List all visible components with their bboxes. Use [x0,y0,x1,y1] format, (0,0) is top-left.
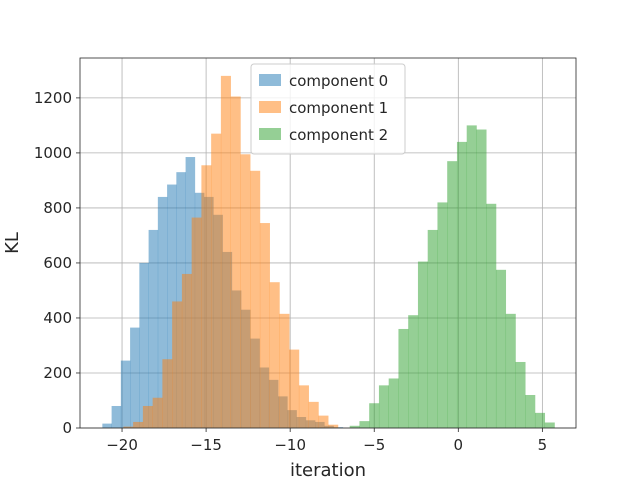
y-tick-label: 400 [43,309,72,327]
histogram-bar [534,412,546,428]
histogram-bars [102,75,555,429]
histogram-bar [349,425,360,428]
histogram-bar [111,405,122,428]
histogram-bar [525,394,536,428]
histogram-bar [359,421,370,428]
x-tick-label: −5 [363,436,385,454]
histogram-bar [123,426,134,428]
histogram-bar [157,196,168,428]
legend-label: component 1 [289,99,388,117]
histogram-bar [211,133,222,428]
histogram-bar [378,385,389,428]
histogram-bar [437,202,448,428]
x-axis-title: iteration [290,460,366,480]
histogram-bar [176,172,186,428]
legend-swatch [259,128,281,140]
y-tick-label: 800 [43,199,72,217]
x-tick-label: 0 [454,436,464,454]
legend-label: component 2 [289,126,388,144]
histogram-bar [544,422,555,428]
histogram-bar [167,184,177,428]
histogram-bar [152,397,163,428]
legend: component 0 component 1 component 2 [250,63,406,155]
histogram-bar [148,229,159,428]
histogram-bar [191,217,202,428]
plot-frame [79,57,577,429]
histogram-bar [486,203,497,428]
histogram-bar [279,313,290,428]
y-tick-label: 600 [43,254,72,272]
legend-label: component 0 [289,72,388,90]
histogram-bar [495,269,507,428]
legend-swatch [259,101,281,113]
histogram-bar [181,273,192,428]
histogram-bar [162,359,173,428]
histogram-bar [476,129,487,428]
x-tick-label: −10 [274,436,306,454]
histogram-bar [201,165,212,428]
histogram-bar [269,282,280,428]
axis-ticks: −20 −15 −10 −5 0 5 0 200 400 600 800 1000 1200 [34,89,547,454]
histogram-bar [398,328,409,428]
x-tick-label: 5 [538,436,548,454]
y-tick-label: 1200 [34,89,72,107]
histogram-bar [505,313,516,428]
histogram-bar [250,170,261,429]
legend-swatch [259,74,281,86]
histogram-bar [130,327,140,428]
y-tick-label: 200 [43,364,72,382]
y-axis-title: KL [2,232,23,254]
histogram-bar [298,385,309,428]
histogram-bar [259,223,270,428]
histogram-bar [133,421,144,428]
histogram-bar [417,261,429,428]
histogram-bar [466,125,477,428]
x-tick-label: −20 [106,436,138,454]
histogram-bar [447,161,458,428]
series-1-bars [123,75,339,429]
histogram-bar [102,423,112,428]
histogram-bar [120,360,131,428]
histogram-bar [369,403,380,428]
histogram-bar [139,262,149,428]
histogram-bar [515,361,526,428]
y-tick-label: 1000 [34,144,72,162]
histogram-bar [427,229,438,428]
histogram-bar [240,154,251,428]
histogram-bar [333,427,344,428]
x-tick-label: −15 [190,436,222,454]
histogram-bar [328,424,339,428]
histogram-bar [308,401,319,428]
histogram-bar [172,301,183,428]
legend-frame [250,63,406,155]
y-tick-label: 0 [62,419,72,437]
histogram-bar [289,349,300,428]
histogram-bar [230,96,241,429]
histogram-bar [388,378,399,428]
histogram-bar [318,415,329,428]
histogram-bar [408,315,419,428]
histogram-bar [456,141,468,428]
histogram-bar [220,75,231,428]
series-2-bars [349,125,555,428]
histogram-bar [142,405,153,428]
